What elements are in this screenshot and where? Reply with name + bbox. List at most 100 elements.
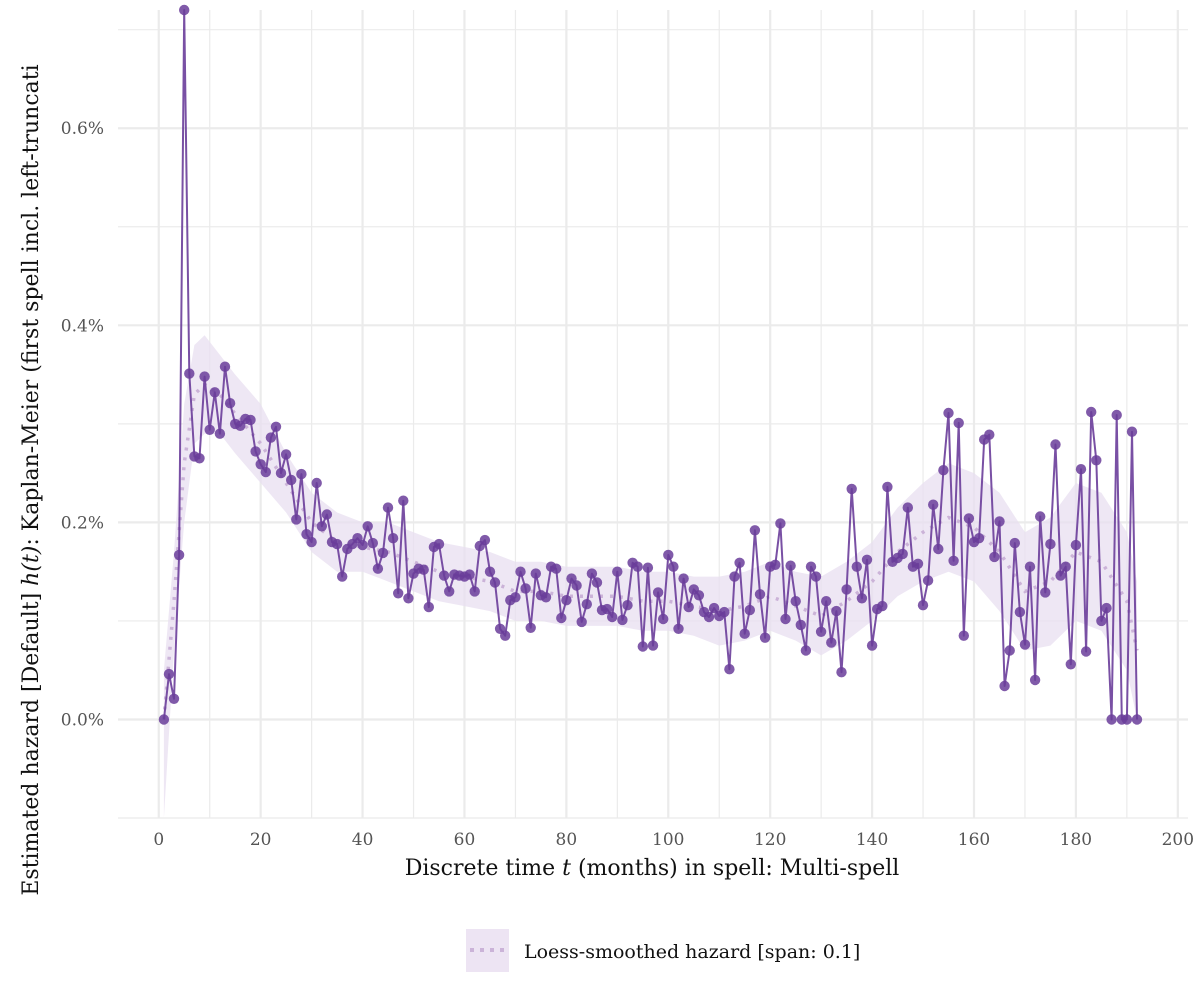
hazard-point: [464, 569, 475, 580]
hazard-point: [780, 613, 791, 625]
hazard-point: [622, 600, 633, 611]
hazard-point: [922, 575, 934, 586]
hazard-point: [1019, 639, 1031, 650]
hazard-point: [902, 502, 913, 513]
hazard-point: [693, 590, 705, 601]
hazard-point: [433, 538, 445, 550]
hazard-point: [525, 622, 536, 633]
hazard-point: [800, 645, 812, 656]
major-gridlines: [118, 10, 1188, 818]
hazard-point: [372, 563, 384, 574]
hazard-point: [423, 601, 434, 613]
x-tick-label: 0: [153, 830, 164, 850]
hazard-point: [1101, 602, 1112, 614]
hazard-point: [179, 4, 190, 16]
hazard-point: [805, 561, 817, 572]
hazard-point: [260, 466, 271, 478]
hazard-point: [204, 424, 215, 435]
hazard-point: [1014, 606, 1026, 618]
hazard-point: [617, 614, 628, 626]
hazard-point: [1024, 561, 1036, 572]
hazard-point: [280, 449, 292, 460]
hazard-point: [790, 596, 801, 607]
hazard-point: [759, 632, 771, 643]
hazard-point: [168, 693, 180, 704]
hazard-point: [754, 589, 766, 600]
hazard-point: [571, 580, 582, 591]
hazard-point: [387, 533, 399, 544]
hazard-point: [933, 543, 944, 555]
hazard-point: [438, 570, 450, 581]
y-axis-tick-labels: 0.0% 0.2% 0.4% 0.6%: [61, 119, 104, 730]
hazard-point: [515, 566, 526, 577]
x-tick-label: 100: [652, 830, 684, 850]
hazard-point: [958, 630, 969, 641]
hazard-point: [444, 586, 455, 597]
hazard-point: [479, 534, 491, 546]
hazard-point: [861, 554, 873, 565]
hazard-point: [484, 566, 496, 577]
hazard-point: [1060, 561, 1071, 572]
hazard-point: [224, 398, 236, 409]
confidence-ribbon-layer: [163, 335, 1137, 818]
hazard-point: [469, 586, 480, 597]
hazard-point: [1070, 539, 1082, 551]
legend-label: Loess-smoothed hazard [span: 0.1]: [524, 941, 860, 963]
hazard-point: [1091, 455, 1102, 466]
hazard-point: [331, 538, 343, 550]
hazard-point: [846, 483, 857, 495]
hazard-point: [367, 537, 378, 549]
hazard-point: [1106, 714, 1117, 725]
y-tick-label: 0.6%: [61, 119, 104, 139]
x-tick-label: 180: [1060, 830, 1092, 850]
hazard-point: [928, 499, 939, 510]
hazard-point: [642, 562, 654, 573]
hazard-point: [744, 604, 755, 616]
hazard-point: [607, 611, 618, 623]
minor-gridlines: [118, 10, 1188, 819]
hazard-point: [403, 593, 414, 604]
x-tick-label: 160: [958, 830, 990, 850]
hazard-point: [561, 595, 572, 606]
hazard-point: [520, 583, 531, 594]
y-axis-title: Estimated hazard [Default] h(t): Kaplan-…: [19, 64, 44, 895]
hazard-point: [489, 577, 501, 588]
x-tick-label: 40: [352, 830, 374, 850]
hazard-point: [770, 559, 781, 570]
hazard-point: [938, 465, 949, 476]
hazard-point: [1035, 511, 1046, 522]
hazard-point: [393, 588, 404, 599]
hazard-point: [311, 477, 322, 489]
hazard-points-layer: [158, 4, 1143, 725]
hazard-point: [943, 407, 954, 419]
hazard-point: [1004, 645, 1015, 656]
hazard-point: [321, 509, 333, 520]
y-tick-label: 0.0%: [61, 710, 104, 730]
hazard-point: [647, 640, 659, 651]
hazard-point: [500, 630, 511, 641]
hazard-point: [678, 573, 689, 584]
hazard-point: [917, 600, 929, 611]
hazard-point: [601, 603, 613, 615]
hazard-point: [729, 571, 740, 582]
hazard-point: [286, 474, 297, 486]
hazard-point: [306, 536, 317, 548]
hazard-point: [1029, 674, 1041, 686]
hazard-point: [551, 563, 562, 574]
x-tick-label: 80: [556, 830, 578, 850]
hazard-point: [510, 592, 521, 603]
hazard-point: [296, 468, 307, 480]
hazard-point: [683, 601, 694, 613]
hazard-point: [1050, 439, 1061, 450]
hazard-point: [1065, 659, 1077, 670]
hazard-point: [1009, 537, 1020, 549]
hazard-point: [673, 623, 684, 634]
hazard-point: [984, 429, 995, 440]
hazard-point: [1086, 406, 1097, 418]
hazard-point: [953, 417, 964, 429]
hazard-point: [749, 525, 761, 536]
hazard-point: [576, 616, 587, 628]
hazard-point: [663, 549, 674, 561]
hazard-point: [357, 539, 368, 551]
hazard-point: [382, 502, 394, 513]
